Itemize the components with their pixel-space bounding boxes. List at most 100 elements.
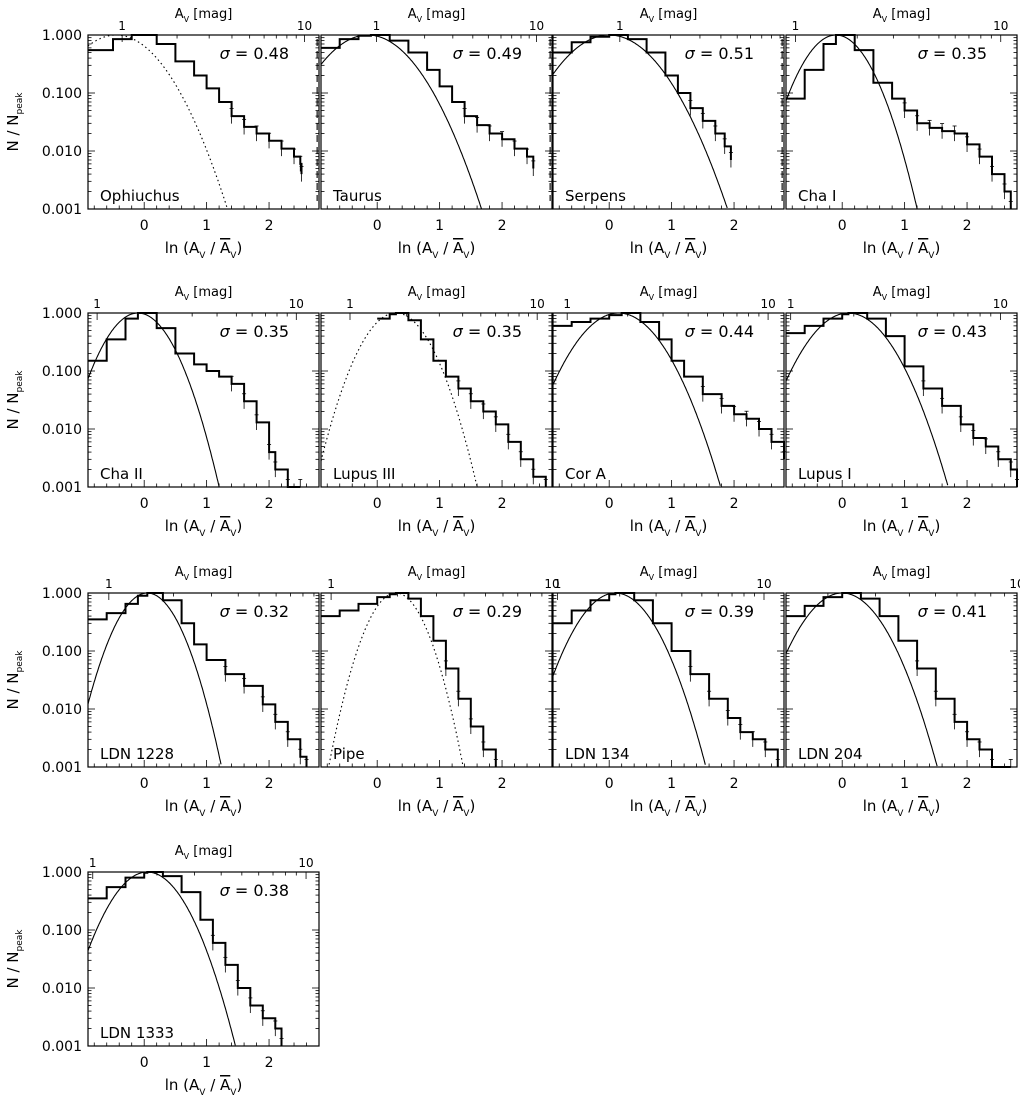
sigma-value: 0.35 <box>253 322 289 341</box>
plot-frame <box>552 592 785 768</box>
x-axis-title-bar: A <box>918 239 929 257</box>
sigma-symbol: σ = <box>685 44 719 63</box>
plot-frame <box>87 592 320 768</box>
top-tick-label: 10 <box>993 19 1008 33</box>
x-axis-title-sub: V <box>432 529 439 539</box>
top-axis-title-unit: [mag] <box>189 7 232 22</box>
lognormal-fit <box>785 34 918 209</box>
x-tick-label: 2 <box>730 496 739 512</box>
x-axis-title-sub: V <box>928 809 935 819</box>
y-axis-title-sub: peak <box>15 92 25 115</box>
x-tick-label: 1 <box>667 218 676 234</box>
sigma-label: σ = 0.32 <box>220 602 289 621</box>
x-axis-title-mid: / <box>205 1076 220 1094</box>
x-tick-label: 1 <box>900 496 909 512</box>
pdf-histogram <box>88 871 283 1046</box>
x-tick-label: 1 <box>435 218 444 234</box>
top-axis-title-main: A <box>640 7 649 22</box>
x-axis-title-end: ) <box>934 239 940 257</box>
sigma-symbol: σ = <box>918 602 952 621</box>
sigma-value: 0.49 <box>486 44 522 63</box>
y-axis-title-sub: peak <box>15 929 25 952</box>
cloud-name: Cha II <box>100 465 143 483</box>
x-axis-title-main: ln (A <box>630 239 665 257</box>
x-axis-title-end: ) <box>701 239 707 257</box>
sigma-label: σ = 0.41 <box>918 602 987 621</box>
y-tick-label: 0.100 <box>42 364 82 380</box>
sigma-label: σ = 0.39 <box>685 602 754 621</box>
lognormal-fit <box>552 592 706 765</box>
top-axis-title-main: A <box>873 7 882 22</box>
top-axis-title-main: A <box>175 7 184 22</box>
top-axis-title-sub: V <box>649 293 655 302</box>
sigma-value: 0.51 <box>718 44 754 63</box>
x-axis-title-end: ) <box>469 797 475 815</box>
x-axis-title: ln (AV / AV) <box>165 239 243 261</box>
x-tick-label: 0 <box>838 218 847 234</box>
top-axis-title-main: A <box>640 565 649 580</box>
y-tick-label: 0.001 <box>42 1039 82 1055</box>
top-tick-label: 10 <box>289 297 304 311</box>
x-tick-label: 0 <box>838 776 847 792</box>
cloud-name: LDN 1228 <box>100 745 174 763</box>
top-tick-label: 10 <box>760 297 775 311</box>
lognormal-fit <box>87 34 228 209</box>
top-axis-title-sub: V <box>882 15 888 24</box>
top-axis-title-unit: [mag] <box>189 565 232 580</box>
top-axis-title: AV [mag] <box>873 565 931 582</box>
x-axis-title-sub: V <box>695 809 702 819</box>
top-axis-title-unit: [mag] <box>654 7 697 22</box>
top-tick-label: 1 <box>616 19 624 33</box>
x-axis-title-sub: V <box>897 251 904 261</box>
x-axis-title-sub: V <box>432 809 439 819</box>
top-axis-title-unit: [mag] <box>422 7 465 22</box>
sigma-symbol: σ = <box>220 44 254 63</box>
x-tick-label: 1 <box>900 776 909 792</box>
x-axis-title-main: ln (A <box>863 517 898 535</box>
x-axis-title-main: ln (A <box>863 797 898 815</box>
x-axis-title-bar: A <box>220 1076 231 1094</box>
top-axis-title: AV [mag] <box>175 565 233 582</box>
x-axis-title-bar: A <box>453 517 464 535</box>
x-tick-label: 2 <box>265 218 274 234</box>
cloud-name: Cor A <box>565 465 607 483</box>
y-tick-label: 0.100 <box>42 644 82 660</box>
x-tick-label: 2 <box>498 496 507 512</box>
sigma-label: σ = 0.38 <box>220 881 289 900</box>
x-axis-title-sub: V <box>199 529 206 539</box>
top-axis-title-sub: V <box>184 573 190 582</box>
top-axis-title: AV [mag] <box>873 7 931 24</box>
x-axis-title-sub: V <box>928 529 935 539</box>
x-tick-label: 0 <box>373 218 382 234</box>
top-axis-title-sub: V <box>649 15 655 24</box>
x-axis-title-end: ) <box>236 517 242 535</box>
x-axis-title-sub: V <box>199 1088 206 1098</box>
sigma-value: 0.39 <box>718 602 754 621</box>
x-axis-title-bar: A <box>220 517 231 535</box>
top-tick-label: 10 <box>529 19 544 33</box>
top-axis-title: AV [mag] <box>408 7 466 24</box>
sigma-label: σ = 0.48 <box>220 44 289 63</box>
x-axis-title-mid: / <box>670 517 685 535</box>
y-tick-label: 0.001 <box>42 760 82 776</box>
sigma-symbol: σ = <box>453 44 487 63</box>
sigma-symbol: σ = <box>220 881 254 900</box>
top-tick-label: 1 <box>93 297 101 311</box>
x-tick-label: 1 <box>667 776 676 792</box>
top-axis-title-main: A <box>408 285 417 300</box>
top-axis-title-sub: V <box>882 573 888 582</box>
x-axis-title-sub: V <box>897 809 904 819</box>
plot-frame <box>785 34 1018 210</box>
x-tick-label: 2 <box>498 218 507 234</box>
y-tick-label: 0.100 <box>42 923 82 939</box>
sigma-symbol: σ = <box>685 322 719 341</box>
x-axis-title: ln (AV / AV) <box>165 797 243 819</box>
top-tick-label: 10 <box>993 297 1008 311</box>
top-tick-label: 10 <box>756 577 771 591</box>
x-axis-title-sub: V <box>897 529 904 539</box>
